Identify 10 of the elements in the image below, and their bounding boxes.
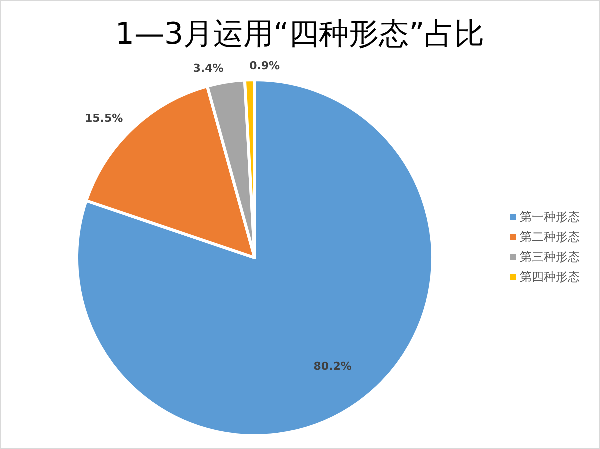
data-label: 80.2%	[314, 360, 352, 373]
legend-label: 第三种形态	[520, 250, 580, 264]
data-label: 15.5%	[84, 112, 124, 125]
legend-label: 第二种形态	[520, 230, 580, 244]
data-label: 3.4%	[193, 62, 224, 76]
pie-slice	[76, 78, 434, 438]
chart-title: 1—3月运用“四种形态”占比	[115, 17, 485, 52]
data-label: 0.9%	[250, 60, 280, 73]
legend-label: 第四种形态	[520, 270, 580, 284]
legend-label: 第一种形态	[520, 210, 580, 224]
